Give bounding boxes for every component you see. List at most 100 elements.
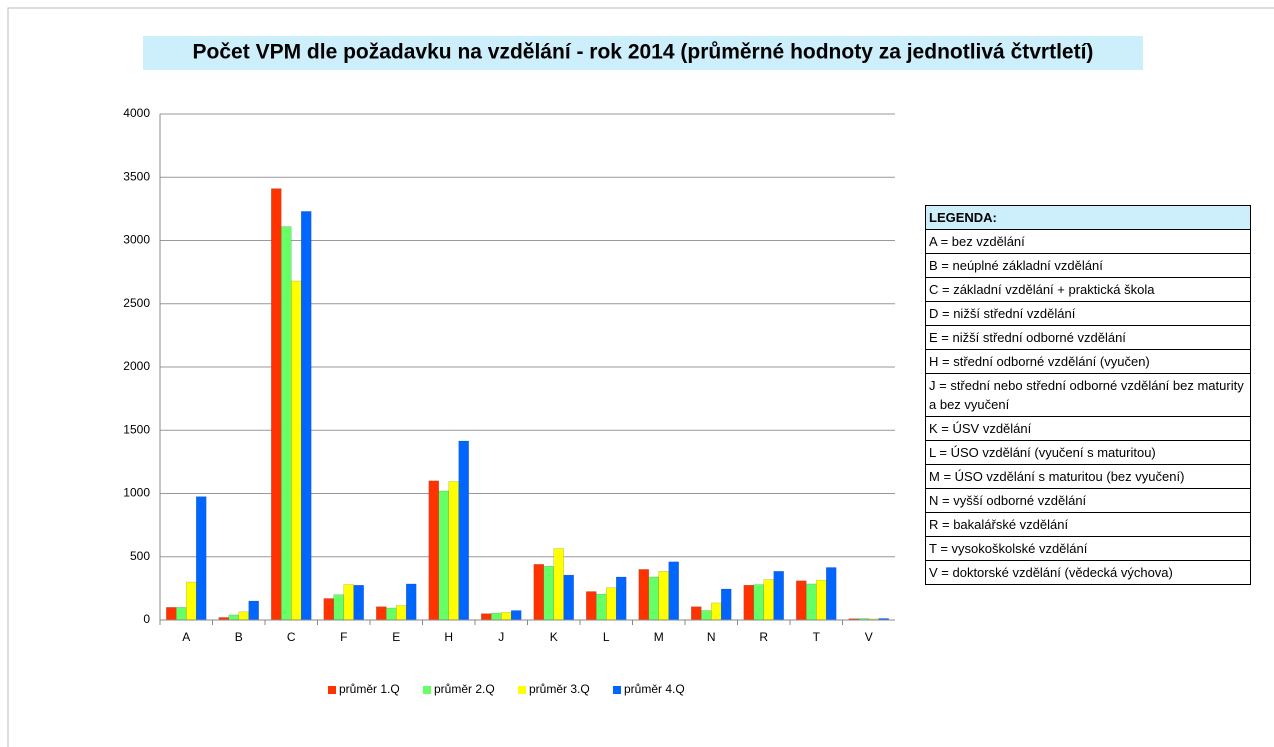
bar <box>691 606 702 621</box>
chart-title: Počet VPM dle požadavku na vzdělání - ro… <box>193 41 1094 64</box>
bar <box>376 606 387 621</box>
bar <box>195 496 207 621</box>
bar <box>396 605 407 621</box>
y-tick-label: 2000 <box>123 359 150 373</box>
bar <box>343 584 354 621</box>
key-row: B = neúplné základní vzdělání <box>925 253 1251 278</box>
key-row: C = základní vzdělání + praktická škola <box>925 277 1251 302</box>
x-tick-label: E <box>392 630 400 644</box>
x-tick-label: L <box>603 630 610 644</box>
bar <box>481 613 492 621</box>
key-row: V = doktorské vzdělání (vědecká výchova) <box>925 560 1251 585</box>
x-tick-label: F <box>340 630 347 644</box>
bar <box>291 280 302 621</box>
key-header: LEGENDA: <box>925 205 1251 230</box>
bar <box>405 583 417 621</box>
bar <box>806 583 817 621</box>
y-tick-label: 1000 <box>123 486 150 500</box>
y-tick-label: 1500 <box>123 422 150 436</box>
legend-swatch <box>423 686 431 694</box>
y-tick-label: 3000 <box>123 233 150 247</box>
title-background <box>143 36 1143 70</box>
bar <box>763 579 774 621</box>
bar <box>553 548 564 621</box>
bar <box>323 598 335 621</box>
frame <box>7 7 1274 747</box>
bar <box>281 226 292 621</box>
bar <box>668 561 679 621</box>
y-tick-label: 4000 <box>123 106 150 120</box>
x-tick-label: V <box>865 630 873 644</box>
y-tick-label: 2500 <box>123 296 150 310</box>
x-tick-label: K <box>550 630 558 644</box>
key-row: M = ÚSO vzdělání s maturitou (bez vyučen… <box>925 464 1251 489</box>
bar <box>448 481 459 621</box>
bar <box>720 588 732 621</box>
y-tick-label: 0 <box>143 612 150 626</box>
key-row: K = ÚSV vzdělání <box>925 416 1251 441</box>
x-tick-label: J <box>498 630 504 644</box>
bar <box>638 569 650 621</box>
bar <box>648 576 660 621</box>
bar <box>510 610 522 621</box>
bar <box>333 594 344 621</box>
bar <box>615 576 627 621</box>
bar <box>501 612 512 621</box>
bar <box>543 565 555 621</box>
x-tick-label: C <box>287 630 296 644</box>
legend-label: průměr 2.Q <box>434 682 495 696</box>
key-table: LEGENDA: A = bez vzdělání B = neúplné zákl… <box>925 205 1251 585</box>
y-tick-label: 500 <box>130 549 150 563</box>
bar <box>300 211 312 621</box>
bar <box>743 584 755 621</box>
bar <box>248 600 259 621</box>
key-row: L = ÚSO vzdělání (vyučení s maturitou) <box>925 440 1251 465</box>
bar <box>458 440 469 621</box>
bar <box>166 607 177 621</box>
bar <box>533 564 545 621</box>
key-row: N = vyšší odborné vzdělání <box>925 488 1251 513</box>
bar <box>228 614 239 621</box>
bar <box>773 571 784 621</box>
bar <box>606 587 617 621</box>
y-tick-label: 3500 <box>123 169 150 183</box>
key-row: R = bakalářské vzdělání <box>925 512 1251 537</box>
key-row: E = nižší střední odborné vzdělání <box>925 325 1251 350</box>
bar <box>816 579 827 621</box>
key-row: H = střední odborné vzdělání (vyučen) <box>925 349 1251 374</box>
key-row: J = střední nebo střední odborné vzdělán… <box>925 373 1251 417</box>
legend-swatch <box>518 686 526 694</box>
x-tick-label: A <box>182 630 190 644</box>
bar <box>563 574 574 621</box>
x-tick-label: N <box>707 630 716 644</box>
x-tick-label: M <box>654 630 664 644</box>
bar <box>353 584 364 621</box>
x-tick-label: T <box>813 630 821 644</box>
key-row: D = nižší střední vzdělání <box>925 301 1251 326</box>
bar <box>386 607 397 621</box>
bar <box>796 580 807 621</box>
bar <box>176 607 187 621</box>
bar <box>238 611 249 621</box>
bar <box>438 490 449 621</box>
legend-swatch <box>328 686 336 694</box>
bar <box>428 480 440 621</box>
bar <box>701 610 712 621</box>
legend-label: průměr 1.Q <box>339 682 400 696</box>
x-tick-label: R <box>759 630 768 644</box>
legend-label: průměr 3.Q <box>529 682 590 696</box>
bar <box>271 188 282 621</box>
legend-label: průměr 4.Q <box>624 682 685 696</box>
bar <box>711 602 722 621</box>
x-tick-label: H <box>444 630 453 644</box>
bar <box>753 584 765 621</box>
key-row: T = vysokoškolské vzdělání <box>925 536 1251 561</box>
bar <box>825 567 837 621</box>
bar <box>491 612 502 621</box>
x-tick-label: B <box>235 630 243 644</box>
bar <box>586 591 597 621</box>
legend-swatch <box>613 686 621 694</box>
bar <box>186 581 197 621</box>
